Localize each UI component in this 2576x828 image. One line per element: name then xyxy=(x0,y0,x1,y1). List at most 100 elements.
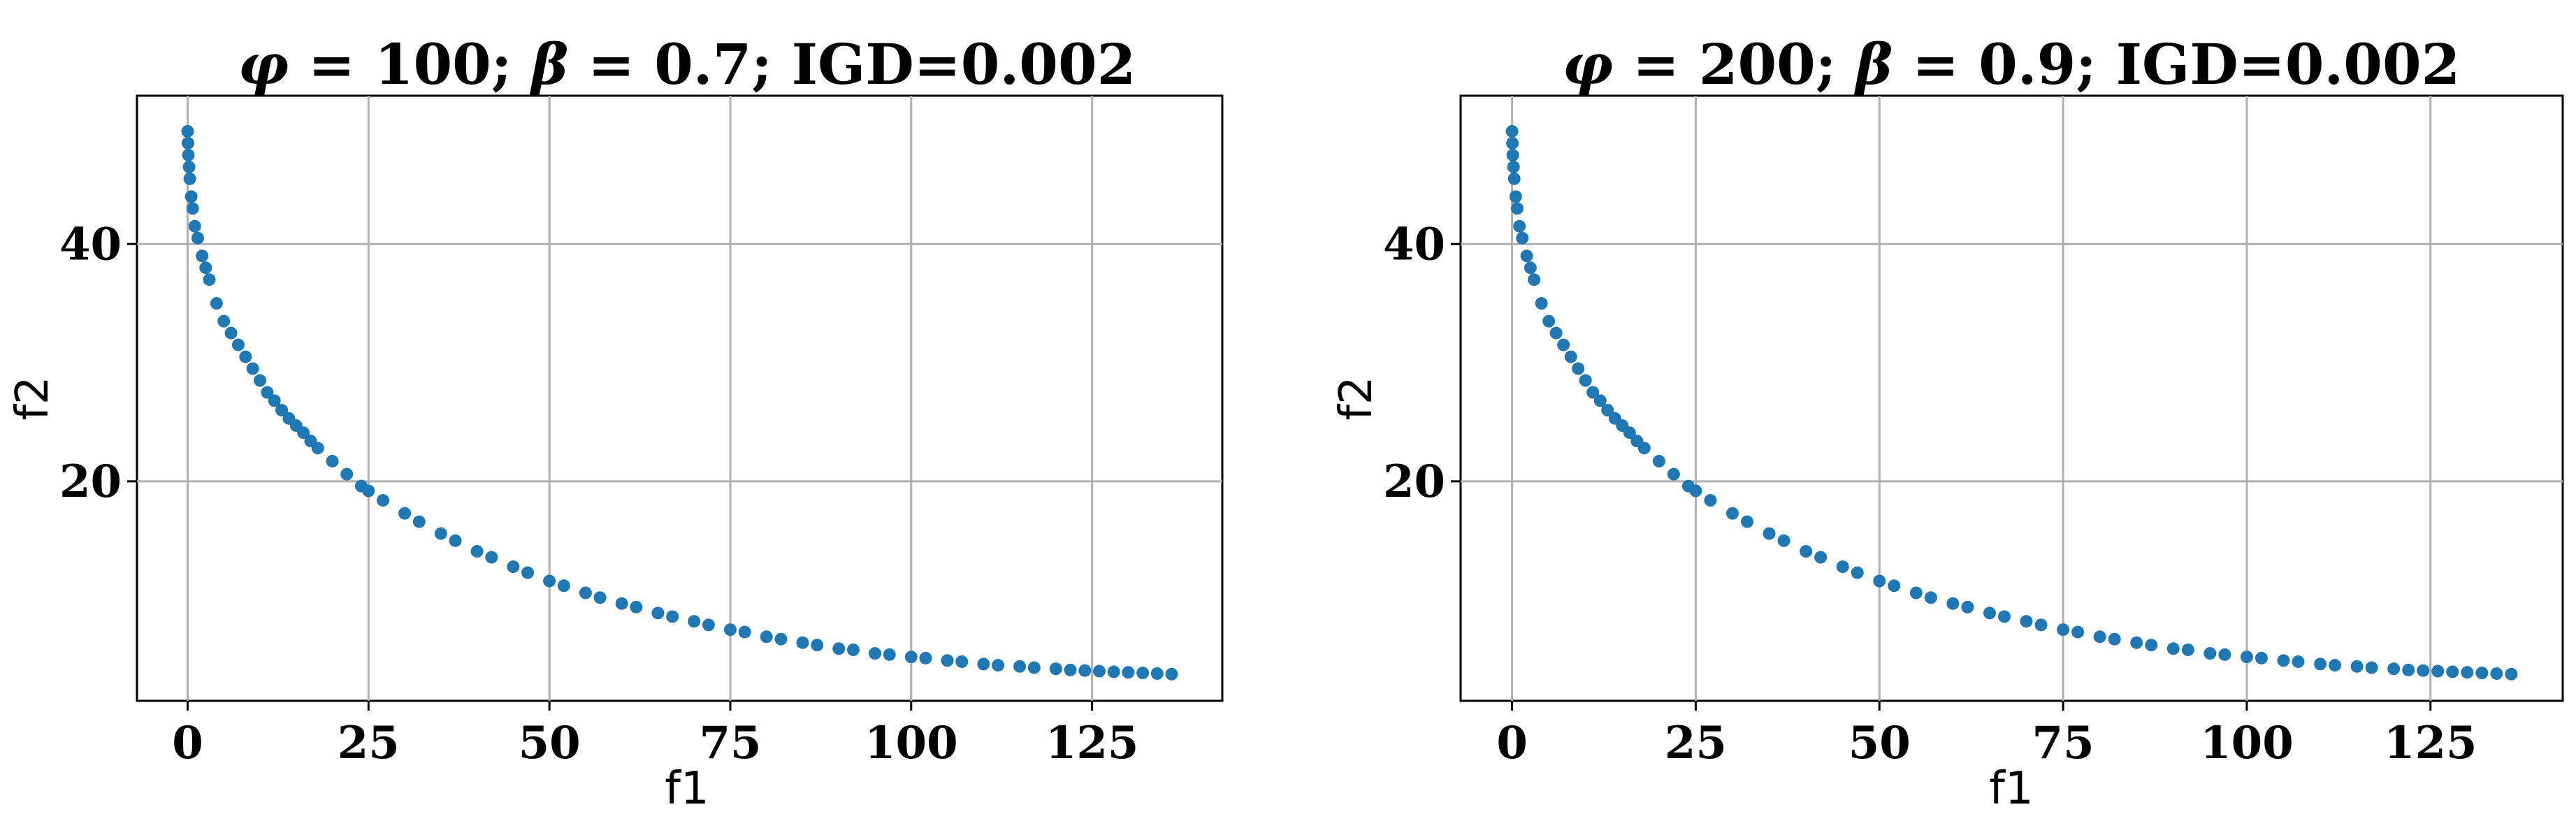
left-scatter-point xyxy=(254,374,267,387)
left-scatter-point xyxy=(217,314,231,328)
right-scatter-point xyxy=(1528,273,1541,286)
left-title-part-3: = 0.7; IGD=0.002 xyxy=(568,31,1136,97)
right-scatter-point xyxy=(2218,648,2231,661)
right-scatter-point xyxy=(1667,467,1680,481)
left-scatter-point xyxy=(188,219,201,233)
right-scatter-point xyxy=(1507,172,1521,185)
right-scatter-point xyxy=(2350,660,2364,673)
left-scatter-point xyxy=(362,484,375,497)
left-title-part-0: φ xyxy=(238,31,289,97)
right-scatter-point xyxy=(2093,630,2106,644)
left-x-tick-label: 75 xyxy=(699,717,761,769)
right-scatter-point xyxy=(1520,249,1533,263)
left-scatter-point xyxy=(297,426,310,440)
right-title-part-1: = 200; xyxy=(1613,31,1855,97)
right-scatter-point xyxy=(2277,654,2290,667)
right-scatter-point xyxy=(1704,494,1717,507)
right-scatter-point xyxy=(2329,659,2342,672)
right-scatter-point xyxy=(2057,623,2070,637)
right-scatter-point xyxy=(2365,661,2378,674)
left-scatter-point xyxy=(275,403,289,416)
left-scatter-point xyxy=(181,124,194,138)
left-scatter-point xyxy=(557,579,570,593)
right-scatter-point xyxy=(2431,664,2445,678)
right-title-part-3: = 0.9; IGD=0.002 xyxy=(1893,31,2460,97)
left-scatter-point xyxy=(615,597,628,610)
left-title-part-2: β xyxy=(529,31,568,97)
right-scatter-point xyxy=(2505,667,2518,681)
right-scatter-point xyxy=(2387,662,2401,676)
right-scatter-point xyxy=(2071,625,2085,639)
right-scatter-point xyxy=(1763,527,1776,540)
right-scatter-point xyxy=(1652,454,1665,467)
left-scatter-point xyxy=(977,658,990,671)
left-scatter-point xyxy=(182,148,195,161)
right-panel-title: φ = 200; β = 0.9; IGD=0.002 xyxy=(1563,31,2461,97)
left-scatter-point xyxy=(261,386,274,399)
right-x-axis: 0 25 50 75 100 125 xyxy=(1496,701,2477,769)
left-y-tick-label: 40 xyxy=(59,218,122,270)
right-scatter-point xyxy=(1924,591,1937,604)
left-y-axis-label: f2 xyxy=(7,376,59,420)
left-scatter-point xyxy=(239,350,252,363)
left-scatter-point xyxy=(311,442,324,455)
right-scatter-point xyxy=(1535,297,1548,310)
right-scatter-point xyxy=(1623,426,1636,440)
right-y-axis-label: f2 xyxy=(1331,376,1382,420)
right-axes-frame xyxy=(1459,94,2564,702)
left-scatter-point xyxy=(183,172,196,185)
right-scatter-point xyxy=(2130,636,2143,649)
right-grid xyxy=(1461,96,2563,701)
left-scatter-point xyxy=(521,566,535,579)
right-scatter-point xyxy=(1909,586,1923,600)
right-scatter-point xyxy=(1564,350,1577,363)
left-scatter-point xyxy=(485,551,498,564)
right-scatter-point xyxy=(1506,136,1519,150)
right-scatter-point xyxy=(2034,618,2048,632)
right-scatter-point xyxy=(1506,148,1519,161)
left-scatter-point xyxy=(941,654,954,667)
right-scatter-point xyxy=(1557,338,1570,351)
left-x-tick-label: 0 xyxy=(172,717,203,769)
right-x-tick-label: 50 xyxy=(1848,717,1911,769)
right-scatter-point xyxy=(1741,515,1754,528)
left-x-axis: 0 25 50 75 100 125 xyxy=(172,701,1138,769)
left-scatter-point xyxy=(579,586,592,600)
left-scatter-point xyxy=(919,651,932,664)
left-scatter-point xyxy=(1013,660,1027,673)
left-scatter-point xyxy=(738,625,751,639)
right-scatter-point xyxy=(1983,607,1996,620)
right-scatter-point xyxy=(1524,261,1537,275)
left-scatter-point xyxy=(412,515,426,528)
right-scatter-series xyxy=(1505,124,2518,681)
left-x-tick-label: 25 xyxy=(338,717,400,769)
left-scatter-point xyxy=(246,362,259,375)
right-scatter-point xyxy=(1507,160,1520,173)
left-scatter-point xyxy=(543,574,556,588)
right-scatter-point xyxy=(1637,442,1651,455)
right-scatter-point xyxy=(1961,600,1974,613)
left-scatter-point xyxy=(774,632,788,646)
right-scatter-point xyxy=(2314,658,2327,671)
right-scatter-point xyxy=(2402,663,2415,676)
left-scatter-point xyxy=(191,231,204,245)
right-scatter-point xyxy=(2145,639,2158,652)
right-scatter-point xyxy=(2461,666,2474,679)
left-scatter-point xyxy=(869,647,882,660)
right-x-axis-label: f1 xyxy=(1989,763,2033,815)
left-scatter-point xyxy=(702,618,715,632)
right-scatter-point xyxy=(1509,190,1522,203)
left-axes-frame xyxy=(136,94,1224,702)
left-scatter-point xyxy=(268,394,281,407)
left-scatter-point xyxy=(666,610,679,623)
left-scatter-point xyxy=(1165,667,1178,681)
right-scatter-point xyxy=(2292,655,2305,668)
right-x-tick-label: 125 xyxy=(2384,717,2477,769)
left-panel-title: φ = 100; β = 0.7; IGD=0.002 xyxy=(238,31,1136,97)
right-scatter-point xyxy=(1888,579,1901,593)
right-scatter-point xyxy=(2417,664,2430,677)
left-scatter-point xyxy=(181,136,194,150)
left-scatter-point xyxy=(1136,667,1150,680)
left-scatter-point xyxy=(723,623,737,637)
